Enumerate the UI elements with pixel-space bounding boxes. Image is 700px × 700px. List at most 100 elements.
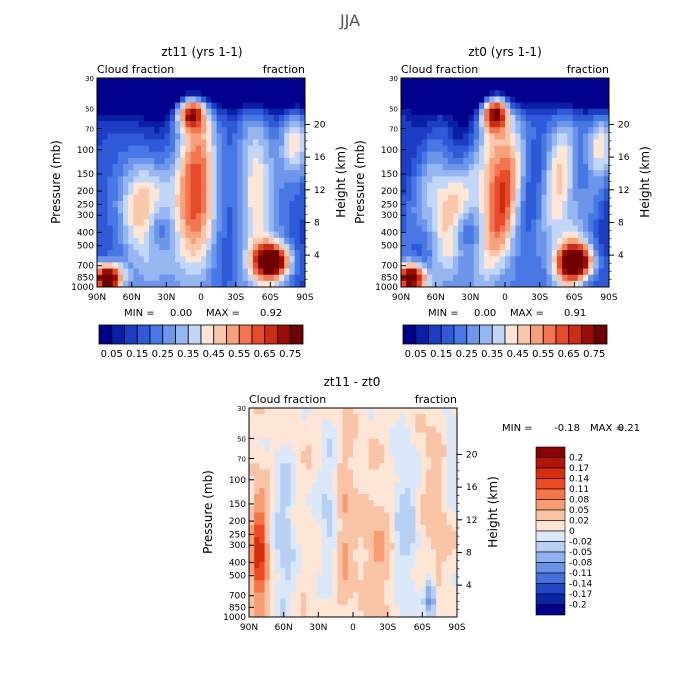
heatmap-cell bbox=[347, 586, 354, 593]
colorbar-box bbox=[535, 530, 566, 542]
heatmap-cell bbox=[442, 133, 449, 140]
heatmap-cell bbox=[473, 274, 480, 282]
heatmap-cell bbox=[327, 592, 333, 599]
heatmap-cell bbox=[373, 463, 380, 470]
heatmap-cell bbox=[294, 96, 301, 104]
heatmap-cell bbox=[451, 567, 457, 575]
heatmap-cell bbox=[285, 469, 292, 477]
heatmap-cell bbox=[327, 586, 333, 593]
heatmap-cell bbox=[406, 274, 412, 282]
heatmap-cell bbox=[227, 108, 233, 116]
heatmap-cell bbox=[425, 414, 432, 421]
heatmap-cell bbox=[499, 84, 506, 91]
heatmap-cell bbox=[458, 256, 464, 263]
heatmap-cell bbox=[306, 537, 312, 544]
colorbar-box bbox=[402, 324, 417, 345]
heatmap-cell bbox=[289, 84, 296, 91]
heatmap-cell bbox=[458, 78, 464, 85]
heatmap-cell bbox=[577, 237, 584, 245]
heatmap-cell bbox=[415, 414, 422, 421]
heatmap-cell bbox=[206, 102, 212, 110]
heatmap-cell bbox=[394, 561, 401, 569]
heatmap-cell bbox=[562, 170, 568, 177]
heatmap-cell bbox=[593, 176, 600, 183]
heatmap-cell bbox=[123, 207, 129, 214]
heatmap-cell bbox=[97, 250, 103, 257]
heatmap-cell bbox=[275, 592, 281, 599]
heatmap-plot bbox=[97, 78, 305, 287]
heatmap-cell bbox=[327, 530, 333, 538]
heatmap-cell bbox=[399, 610, 406, 617]
heatmap-cell bbox=[499, 102, 506, 110]
heatmap-cell bbox=[479, 256, 485, 263]
heatmap-cell bbox=[154, 188, 160, 196]
heatmap-cell bbox=[425, 610, 432, 617]
heatmap-cell bbox=[577, 207, 584, 214]
heatmap-cell bbox=[268, 90, 275, 97]
heatmap-cell bbox=[216, 268, 223, 276]
heatmap-cell bbox=[269, 610, 276, 617]
heatmap-cell bbox=[567, 274, 574, 282]
heatmap-cell bbox=[337, 451, 344, 458]
heatmap-cell bbox=[107, 225, 114, 233]
heatmap-cell bbox=[206, 213, 212, 220]
heatmap-cell bbox=[138, 84, 145, 91]
heatmap-cell bbox=[97, 133, 103, 140]
heatmap-cell bbox=[211, 78, 218, 85]
heatmap-cell bbox=[316, 592, 323, 599]
heatmap-cell bbox=[420, 580, 427, 587]
heatmap-cell bbox=[572, 231, 579, 239]
heatmap-cell bbox=[117, 157, 124, 165]
heatmap-cell bbox=[358, 500, 364, 507]
heatmap-cell bbox=[368, 512, 375, 520]
heatmap-cell bbox=[416, 243, 423, 251]
heatmap-cell bbox=[201, 176, 207, 183]
heatmap-cell bbox=[321, 512, 328, 520]
y-tick-label: 50 bbox=[85, 105, 94, 113]
heatmap-cell bbox=[301, 420, 307, 427]
stats-max: 0.91 bbox=[564, 308, 586, 319]
heatmap-cell bbox=[216, 231, 223, 239]
heatmap-cell bbox=[551, 90, 558, 97]
y-tick-label: 70 bbox=[389, 126, 398, 134]
heatmap-cell bbox=[447, 145, 454, 153]
heatmap-cell bbox=[138, 237, 145, 245]
heatmap-cell bbox=[279, 170, 285, 177]
heatmap-cell bbox=[420, 475, 427, 483]
heatmap-cell bbox=[227, 280, 233, 287]
heatmap-cell bbox=[510, 237, 516, 245]
heatmap-cell bbox=[411, 176, 418, 183]
heatmap-cell bbox=[123, 243, 129, 251]
heatmap-cell bbox=[588, 90, 594, 97]
heatmap-cell bbox=[405, 537, 411, 544]
heatmap-cell bbox=[562, 237, 568, 245]
heatmap-cell bbox=[572, 108, 579, 116]
heatmap-cell bbox=[405, 444, 411, 452]
heatmap-cell bbox=[337, 469, 344, 477]
heatmap-cell bbox=[520, 231, 527, 239]
heatmap-cell bbox=[415, 524, 422, 532]
heatmap-cell bbox=[494, 121, 501, 128]
heatmap-cell bbox=[525, 114, 532, 122]
heatmap-cell bbox=[405, 494, 411, 501]
heatmap-cell bbox=[347, 444, 354, 452]
heatmap-cell bbox=[97, 84, 103, 91]
heatmap-cell bbox=[525, 170, 532, 177]
heatmap-cell bbox=[258, 237, 264, 245]
heatmap-cell bbox=[431, 592, 437, 599]
heatmap-cell bbox=[268, 213, 275, 220]
heatmap-cell bbox=[499, 219, 506, 226]
heatmap-cell bbox=[510, 90, 516, 97]
heatmap-cell bbox=[290, 537, 297, 544]
heatmap-cell bbox=[505, 250, 511, 257]
heatmap-cell bbox=[425, 567, 432, 575]
heatmap-cell bbox=[368, 408, 375, 415]
heatmap-cell bbox=[259, 604, 266, 612]
heatmap-cell bbox=[363, 512, 370, 520]
heatmap-cell bbox=[406, 200, 412, 208]
heatmap-cell bbox=[102, 250, 108, 257]
heatmap-cell bbox=[432, 243, 438, 251]
heatmap-cell bbox=[216, 200, 223, 208]
heatmap-cell bbox=[347, 414, 354, 421]
heatmap-cell bbox=[249, 426, 255, 434]
